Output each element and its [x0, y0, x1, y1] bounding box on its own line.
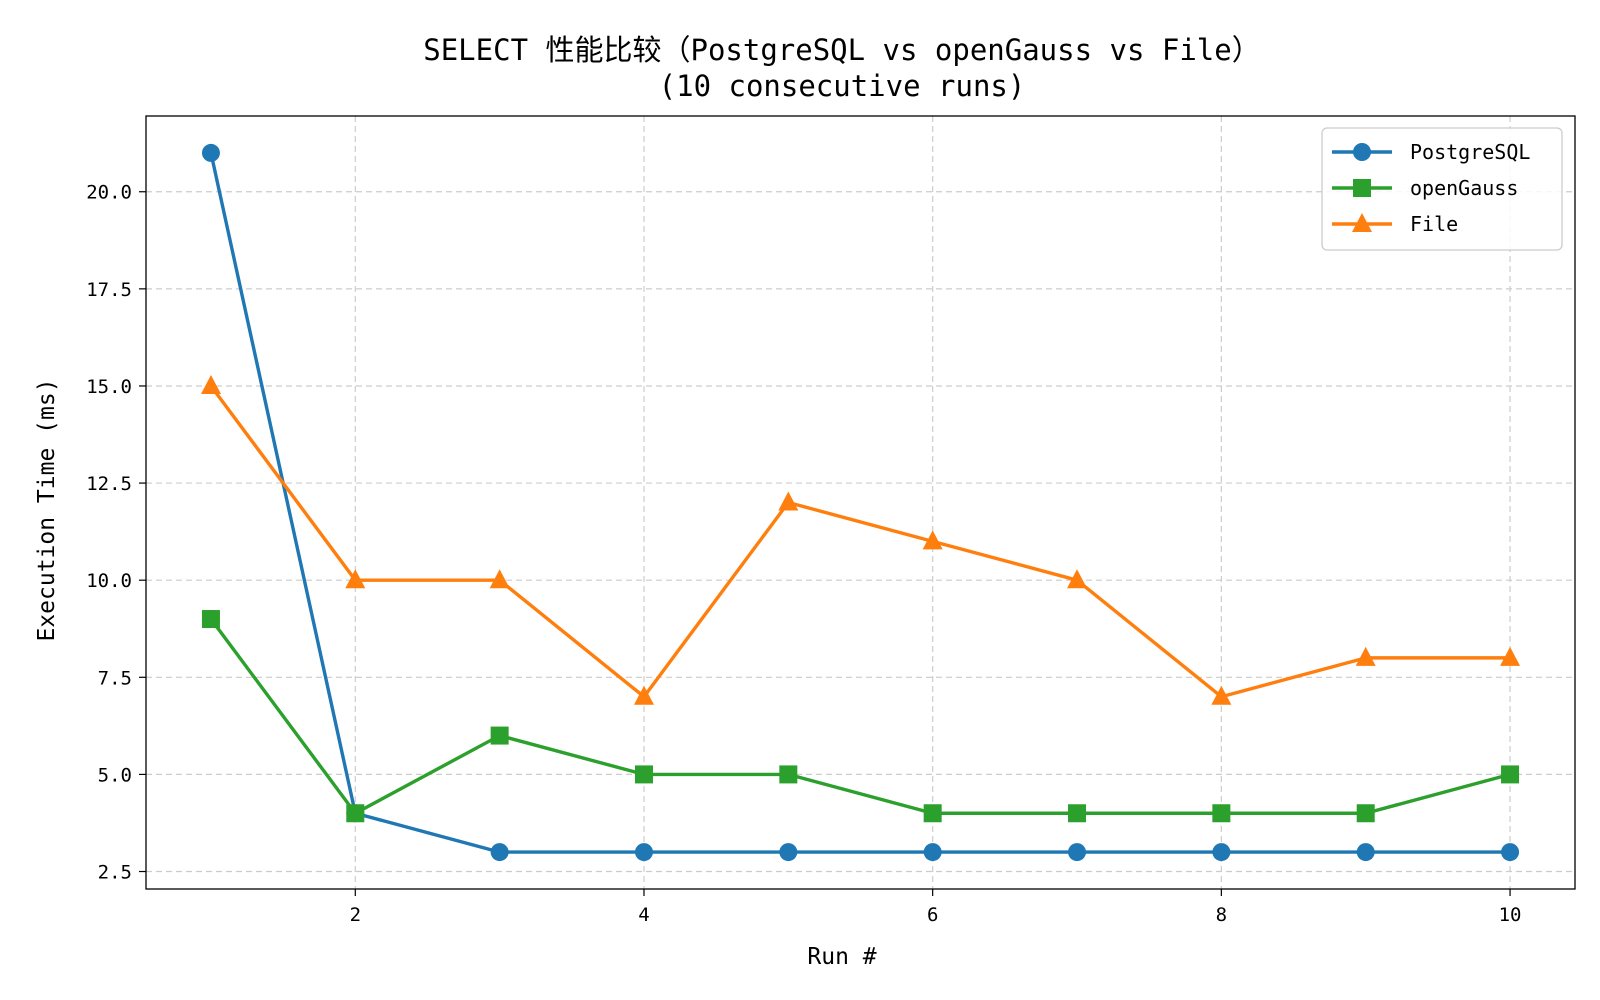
x-tick-label: 8: [1216, 904, 1227, 926]
data-point-opengauss: [923, 804, 942, 823]
y-tick-label: 20.0: [86, 182, 132, 204]
chart-subtitle: (10 consecutive runs): [659, 69, 1026, 103]
data-point-file: [200, 374, 221, 394]
legend-label-file: File: [1410, 212, 1458, 236]
data-point-postgresql: [1356, 843, 1375, 862]
data-point-opengauss: [201, 610, 220, 629]
data-point-file: [1355, 646, 1376, 666]
legend-marker-postgresql: [1353, 143, 1371, 161]
data-point-opengauss: [490, 726, 509, 745]
plot-area-frame: [145, 115, 1576, 890]
series-line-postgresql: [209, 152, 1511, 854]
y-axis-label: Execution Time (ms): [34, 378, 60, 641]
data-point-postgresql: [201, 143, 220, 162]
data-point-file: [1067, 569, 1088, 589]
data-point-file: [922, 530, 943, 550]
y-tick-label: 2.5: [98, 862, 132, 884]
series-line-opengauss: [209, 618, 1511, 815]
data-point-opengauss: [1356, 804, 1375, 823]
y-tick-label: 17.5: [86, 279, 132, 301]
chart-title: SELECT 性能比较（PostgreSQL vs openGauss vs F…: [423, 33, 1260, 67]
legend-marker-opengauss: [1353, 179, 1371, 197]
data-point-opengauss: [1212, 804, 1231, 823]
series-line-file: [209, 384, 1511, 699]
data-point-postgresql: [634, 843, 653, 862]
y-tick-label: 10.0: [86, 570, 132, 592]
data-point-postgresql: [1501, 843, 1520, 862]
data-point-file: [1500, 646, 1521, 666]
data-point-postgresql: [490, 843, 509, 862]
y-tick-label: 7.5: [98, 667, 132, 689]
data-point-file: [778, 491, 799, 511]
legend-label-postgresql: PostgreSQL: [1410, 140, 1530, 164]
data-point-file: [1211, 685, 1232, 705]
x-axis-label: Run #: [807, 944, 876, 970]
ticks: 2 4 6 8 10 2.5 5.0 7.5 10.0 12.5 15.0 17.5 20.0: [86, 182, 1521, 926]
legend-label-opengauss: openGauss: [1410, 176, 1518, 200]
series-opengauss: [201, 610, 1520, 823]
x-tick-label: 10: [1499, 904, 1522, 926]
y-tick-label: 15.0: [86, 376, 132, 398]
y-tick-label: 12.5: [86, 473, 132, 495]
data-point-file: [345, 569, 366, 589]
legend-box: [1321, 127, 1563, 251]
data-point-file: [633, 685, 654, 705]
data-point-postgresql: [923, 843, 942, 862]
series-group: [200, 143, 1521, 862]
legend-marker-file: [1352, 213, 1372, 232]
data-point-opengauss: [346, 804, 365, 823]
data-point-postgresql: [1212, 843, 1231, 862]
data-point-postgresql: [779, 843, 798, 862]
data-point-opengauss: [1068, 804, 1087, 823]
legend: PostgreSQL openGauss File: [1321, 127, 1563, 251]
series-file: [200, 374, 1521, 705]
y-tick-label: 5.0: [98, 764, 132, 786]
x-tick-label: 4: [638, 904, 649, 926]
data-point-opengauss: [779, 765, 798, 784]
data-point-file: [489, 569, 510, 589]
x-tick-label: 2: [350, 904, 361, 926]
data-point-opengauss: [634, 765, 653, 784]
data-point-postgresql: [1068, 843, 1087, 862]
data-point-opengauss: [1501, 765, 1520, 784]
x-tick-label: 6: [927, 904, 938, 926]
